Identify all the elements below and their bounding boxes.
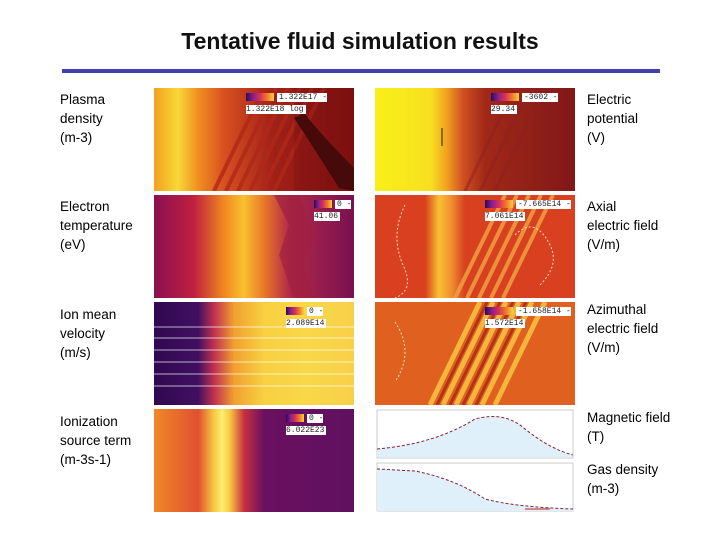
plasma-density-map: 1.322E17 - 1.322E18 log (154, 88, 354, 191)
slide-title: Tentative fluid simulation results (181, 28, 539, 54)
axial-electric-field-map: -7.665E14 - 7.061E14 (375, 195, 575, 298)
label-electric-potential: Electric potential (V) (587, 92, 639, 145)
azimuthal-electric-field-map: -1.658E14 - 1.572E14 (375, 302, 575, 405)
title-divider (62, 69, 660, 73)
plasma-density-colorbar: 1.322E17 - 1.322E18 log (246, 92, 328, 114)
label-axial-electric-field: Axial electric field (V/m) (587, 199, 659, 252)
label-ion-mean-velocity: Ion mean velocity (m/s) (60, 307, 117, 360)
gas-density-plot (376, 462, 574, 512)
ion-mean-velocity-colorbar: 0 - 2.089E14 (286, 306, 327, 328)
ionization-source-map: 0 - 6.022E23 (154, 409, 354, 512)
label-electron-temperature: Electron temperature (eV) (60, 199, 133, 252)
label-azimuthal-electric-field: Azimuthal electric field (V/m) (587, 302, 659, 355)
electric-potential-map: -3602 - 29.34 (375, 88, 575, 191)
electron-temperature-colorbar: 0 - 41.06 (314, 199, 352, 221)
profile-plots (375, 409, 575, 512)
label-ionization-source: Ionization source term (m-3s-1) (60, 414, 132, 467)
ionization-source-colorbar: 0 - 6.022E23 (286, 413, 327, 435)
axial-electric-field-colorbar: -7.665E14 - 7.061E14 (485, 199, 571, 221)
magnetic-field-plot (376, 409, 574, 468)
electric-potential-colorbar: -3602 - 29.34 (491, 92, 558, 114)
azimuthal-electric-field-colorbar: -1.658E14 - 1.572E14 (485, 306, 571, 328)
ion-mean-velocity-map: 0 - 2.089E14 (154, 302, 354, 405)
label-plasma-density: Plasma density (m-3) (60, 92, 106, 145)
label-gas-density: Gas density (m-3) (587, 462, 659, 496)
label-magnetic-field: Magnetic field (T) (587, 410, 671, 444)
electron-temperature-map: 0 - 41.06 (154, 195, 354, 298)
